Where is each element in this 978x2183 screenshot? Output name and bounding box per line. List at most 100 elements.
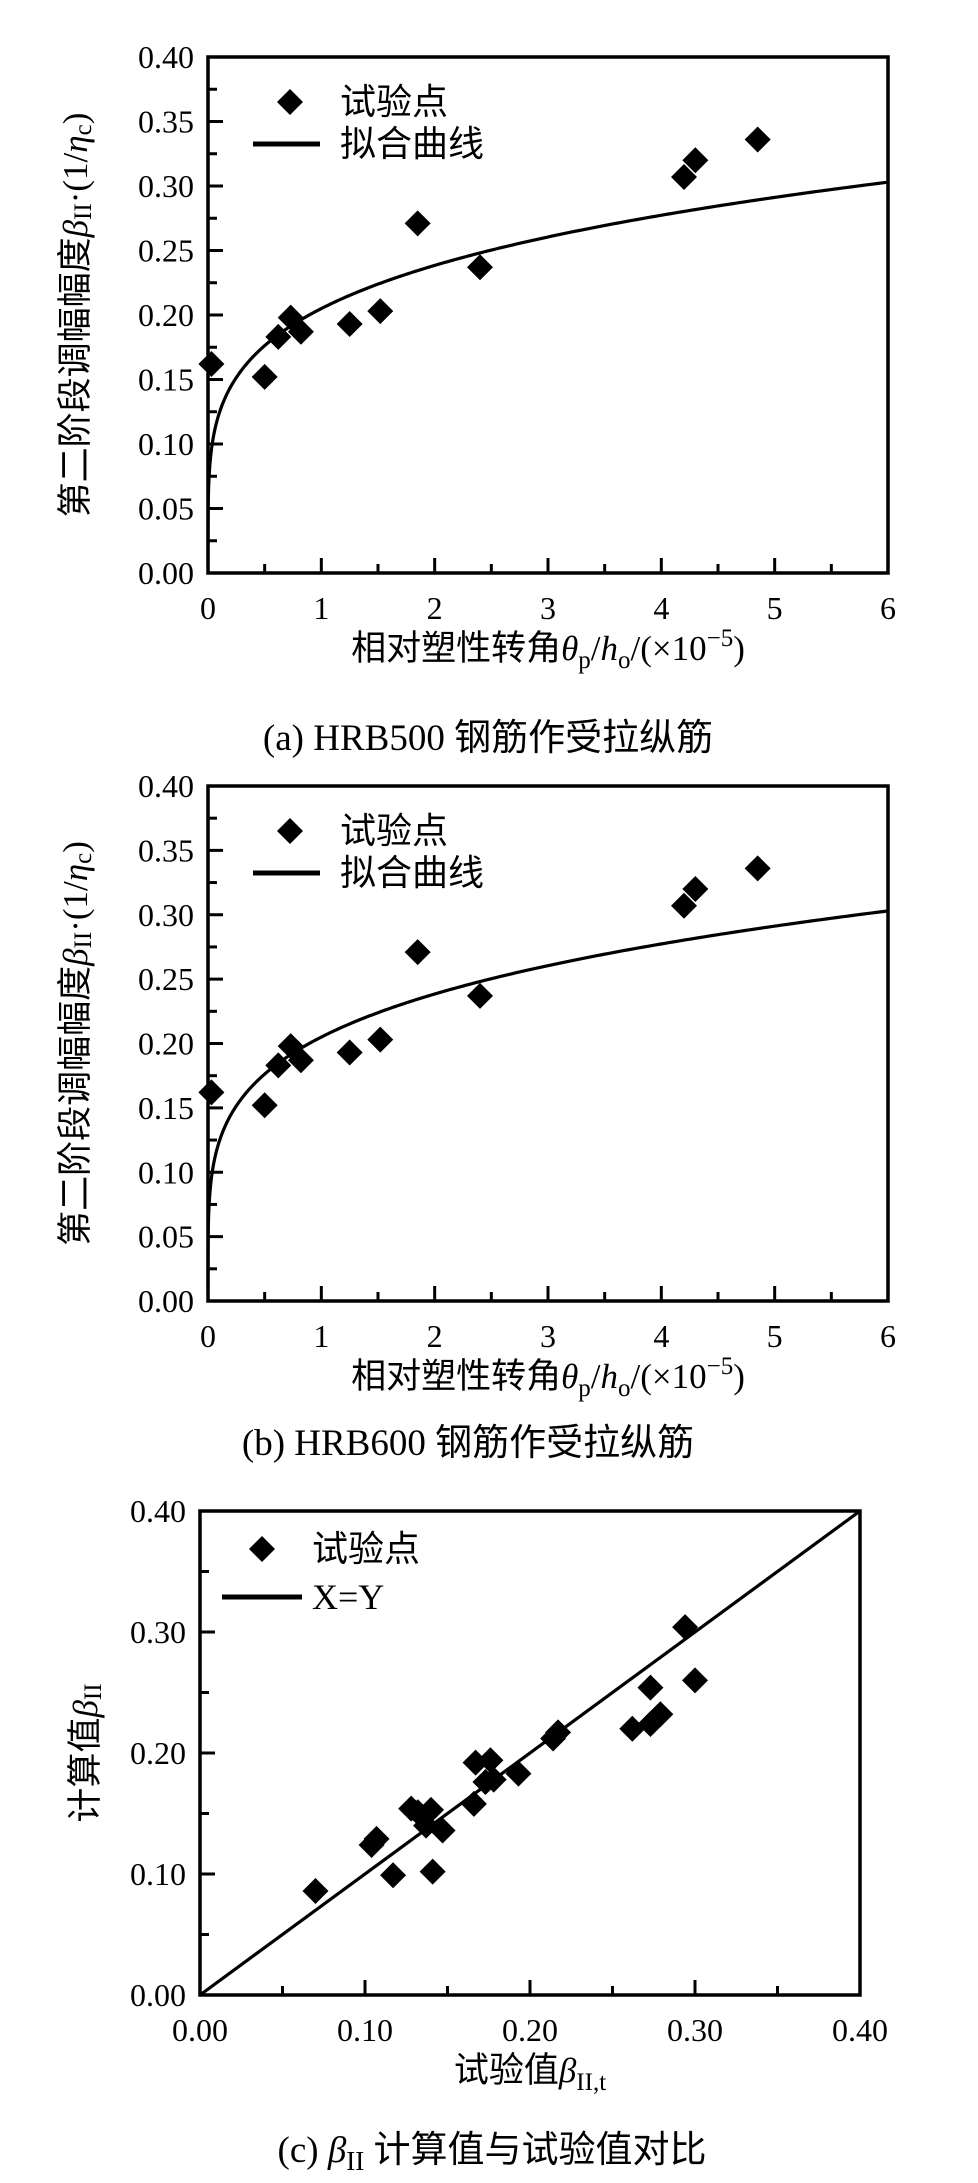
legend-label: 试验点 [340,82,448,122]
data-point [336,311,363,338]
identity-line [199,1509,861,1997]
x-tick-label: 0.00 [172,2012,228,2048]
x-tick-label: 0.10 [337,2012,393,2048]
y-tick-label: 0.30 [138,897,194,933]
data-point [467,254,493,281]
data-point [505,1760,532,1787]
x-tick-label: 0.20 [502,2012,558,2048]
x-tick-label: 3 [540,1318,556,1354]
fit-curve [206,909,889,1289]
data-point [682,876,709,902]
data-point [619,1715,646,1742]
y-axis-title: 第二阶段调幅幅度βII·(1/ηc) [56,841,97,1246]
y-tick-label: 0.15 [138,362,194,398]
x-axis-title: 试验值βII,t [454,2051,606,2096]
chart-caption: (c) βII 计算值与试验值对比 [278,2129,707,2176]
y-tick-label: 0.15 [138,1090,194,1126]
chart-a: 0 1 2 3 4 5 6 0.00 0.05 0.10 0.15 0.20 0.25 0.30 0.35 0… [56,39,897,759]
y-tick-label: 0.00 [130,1977,186,2013]
y-tick-label: 0.20 [130,1735,186,1771]
x-tick-label: 4 [653,1318,669,1354]
x-tick-label: 0 [200,1318,216,1354]
x-tick-label: 6 [880,1318,896,1354]
y-tick-label: 0.10 [138,1154,194,1190]
data-point [682,147,709,174]
data-point [251,363,278,390]
data-point [647,1701,674,1728]
data-point [460,1790,487,1817]
x-tick-label: 1 [313,1318,329,1354]
chart-caption: (a) HRB500 钢筋作受拉纵筋 [263,717,713,759]
y-axis-title: 第二阶段调幅幅度βII·(1/ηc) [56,113,97,518]
data-point [467,982,493,1009]
data-point [198,1079,225,1106]
data-point [637,1674,664,1701]
legend-label: X=Y [312,1577,384,1617]
legend-diamond-marker [249,1536,275,1562]
data-point [363,1825,390,1852]
data-point [545,1719,572,1746]
y-tick-label: 0.10 [138,426,194,462]
data-point [367,1026,394,1053]
y-tick-label: 0.35 [138,832,194,868]
legend-diamond-marker [277,89,303,115]
data-point [287,1047,314,1074]
data-point [404,210,431,237]
data-point [477,1747,504,1774]
legend-label: 拟合曲线 [340,853,484,893]
x-tick-label: 1 [313,590,329,626]
x-axis-title: 相对塑性转角θp/ho/(×10−5) [351,625,745,674]
y-tick-label: 0.40 [130,1493,186,1529]
x-tick-label: 0.40 [832,2012,888,2048]
x-tick-label: 5 [767,590,783,626]
x-tick-label: 3 [540,590,556,626]
x-tick-label: 2 [427,1318,443,1354]
y-tick-label: 0.25 [138,961,194,997]
legend-label: 试验点 [340,811,448,851]
data-point [287,318,314,345]
data-point [367,298,394,325]
chart-b: 0 1 2 3 4 5 6 0.00 0.05 0.10 0.15 0.20 0.25 0.30 0.35 0… [56,768,897,1464]
data-point [419,1858,446,1885]
data-point [380,1862,407,1889]
x-tick-label: 0.30 [667,2012,723,2048]
data-point [198,351,225,378]
y-tick-label: 0.05 [138,491,194,527]
legend-label: 拟合曲线 [340,124,484,164]
y-tick-label: 0.30 [138,168,194,204]
x-tick-label: 5 [767,1318,783,1354]
x-axis-title: 相对塑性转角θp/ho/(×10−5) [351,1353,745,1402]
data-point [744,126,771,153]
x-tick-label: 2 [427,590,443,626]
data-point [682,1667,708,1694]
data-point [251,1092,278,1119]
x-tick-label: 6 [880,590,896,626]
legend-diamond-marker [277,818,303,844]
data-point [744,855,771,882]
legend-label: 试验点 [312,1529,420,1569]
data-point [302,1877,329,1904]
y-tick-label: 0.30 [130,1614,186,1650]
data-point [671,892,697,919]
data-point [265,323,292,350]
y-tick-label: 0.20 [138,1026,194,1062]
data-point [404,939,431,966]
y-tick-label: 0.00 [138,1283,194,1319]
y-tick-label: 0.00 [138,555,194,591]
x-tick-label: 0 [200,590,216,626]
y-tick-label: 0.40 [138,39,194,75]
data-point [671,163,697,190]
y-tick-label: 0.20 [138,297,194,333]
data-point [480,1766,507,1793]
y-tick-label: 0.35 [138,104,194,140]
fit-curve [206,180,889,560]
data-point [336,1039,363,1066]
data-point [672,1614,699,1641]
chart-c: 0.00 0.10 0.20 0.30 0.40 0.00 0.10 0.20 0.30 0.40… [66,1493,889,2176]
y-tick-label: 0.10 [130,1856,186,1892]
chart-caption: (b) HRB600 钢筋作受拉纵筋 [242,1422,694,1464]
y-axis-title: 计算值βII [66,1683,107,1822]
y-tick-label: 0.05 [138,1219,194,1255]
